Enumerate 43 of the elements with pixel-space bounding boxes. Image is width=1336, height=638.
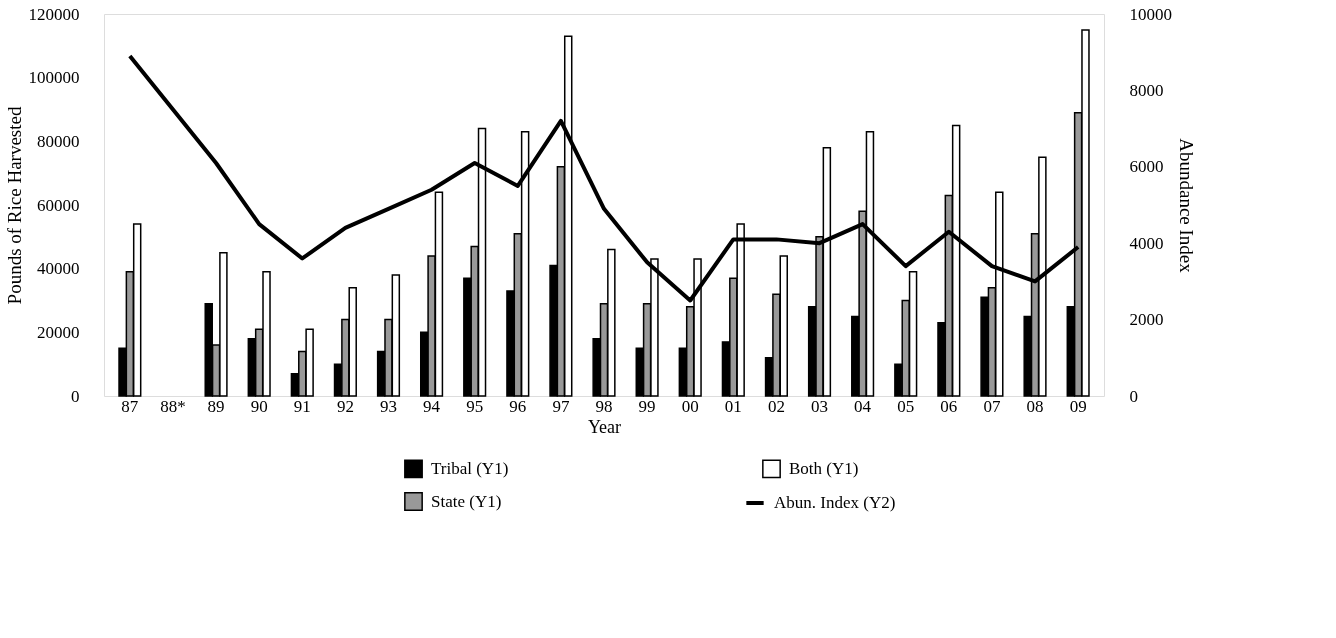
y2-tick-label: 2000 [1129, 310, 1164, 330]
y2-tick-label: 10000 [1129, 4, 1172, 24]
x-tick-label: 07 [983, 396, 1001, 416]
y2-tick-label: 6000 [1129, 157, 1164, 177]
x-tick-label: 96 [509, 396, 527, 416]
x-tick-label: 99 [638, 396, 656, 416]
y2-axis-title: Abundance Index [1176, 138, 1197, 274]
x-tick-label: 03 [811, 396, 829, 416]
x-tick-label: 09 [1069, 396, 1087, 416]
x-tick-label: 06 [940, 396, 958, 416]
y2-tick-label: 0 [1129, 386, 1138, 406]
y-tick-label: 100000 [28, 68, 80, 88]
x-tick-label: 88* [160, 396, 186, 416]
x-tick-label: 97 [552, 396, 570, 416]
x-tick-label: 87 [121, 396, 139, 416]
x-tick-label: 01 [724, 396, 742, 416]
legend-label: State (Y1) [431, 491, 502, 511]
x-tick-label: 00 [681, 396, 699, 416]
legend-label: Abun. Index (Y2) [774, 493, 896, 512]
x-tick-label: 91 [293, 396, 311, 416]
y-tick-label: 80000 [37, 131, 80, 151]
x-tick-label: 94 [423, 396, 441, 416]
y-tick-label: 60000 [37, 195, 80, 215]
x-tick-label: 04 [854, 396, 872, 416]
legend-label: Tribal (Y1) [431, 458, 509, 478]
x-tick-label: 89 [207, 396, 225, 416]
x-tick-label: 02 [767, 396, 785, 416]
y-axis-title: Pounds of Rice Harvested [3, 106, 25, 305]
y-tick-label: 0 [71, 386, 80, 406]
x-tick-label: 05 [897, 396, 915, 416]
x-tick-label: 93 [379, 396, 397, 416]
y-tick-label: 40000 [37, 259, 80, 279]
x-tick-label: 98 [595, 396, 613, 416]
x-tick-label: 95 [466, 396, 484, 416]
y2-tick-label: 4000 [1129, 233, 1164, 253]
x-tick-label: 92 [336, 396, 354, 416]
x-axis-title: Year [587, 416, 622, 437]
x-tick-label: 08 [1026, 396, 1044, 416]
y-tick-label: 20000 [37, 322, 80, 342]
x-tick-label: 90 [250, 396, 268, 416]
y2-tick-label: 8000 [1129, 80, 1164, 100]
legend-label: Both (Y1) [789, 458, 859, 478]
y-tick-label: 120000 [28, 4, 80, 24]
